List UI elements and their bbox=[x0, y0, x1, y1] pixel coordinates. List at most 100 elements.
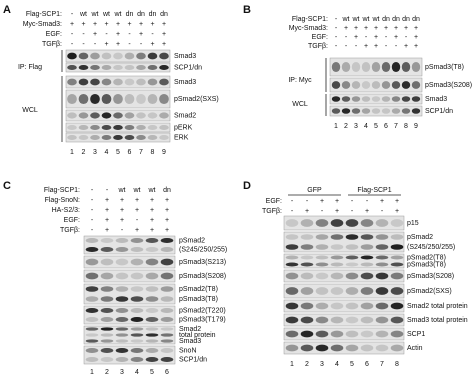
band bbox=[145, 258, 159, 266]
band bbox=[67, 93, 77, 105]
treatment-value: - bbox=[128, 31, 131, 38]
band bbox=[85, 258, 99, 266]
treatment-value: - bbox=[345, 43, 348, 50]
band-label: pSmad3(T8) bbox=[407, 261, 446, 268]
treatment-value: + bbox=[394, 34, 398, 41]
band-label: SCP1 bbox=[407, 331, 425, 338]
band-label: pSmad2(T220) bbox=[179, 307, 226, 314]
blot bbox=[83, 345, 176, 365]
treatment-value: + bbox=[105, 217, 109, 224]
band bbox=[124, 134, 135, 141]
band bbox=[67, 124, 77, 131]
blot bbox=[283, 231, 405, 253]
band bbox=[401, 108, 411, 114]
treatment-value: - bbox=[71, 11, 74, 18]
treatment-value: + bbox=[354, 34, 358, 41]
band bbox=[360, 234, 374, 240]
band-label: (S245/250/255) bbox=[179, 246, 227, 253]
treatment-value: + bbox=[162, 41, 166, 48]
blot bbox=[283, 341, 405, 355]
treatment-value: + bbox=[354, 25, 358, 32]
band bbox=[124, 93, 135, 105]
treatment-value: - bbox=[335, 16, 338, 23]
panel-letter: D bbox=[243, 180, 251, 192]
band bbox=[390, 330, 404, 338]
treatment-value: wt bbox=[91, 11, 99, 18]
band bbox=[130, 246, 144, 253]
band bbox=[375, 255, 389, 260]
band bbox=[331, 61, 341, 73]
band bbox=[67, 112, 77, 119]
band bbox=[101, 112, 112, 119]
band bbox=[124, 112, 135, 119]
band bbox=[115, 327, 129, 331]
band bbox=[113, 64, 123, 71]
treatment-value: - bbox=[345, 34, 348, 41]
treatment-value: - bbox=[105, 31, 108, 38]
band bbox=[315, 255, 329, 260]
band bbox=[360, 255, 374, 260]
band bbox=[130, 327, 144, 331]
treatment-value: - bbox=[151, 31, 154, 38]
band bbox=[330, 302, 344, 310]
band bbox=[401, 96, 411, 102]
band bbox=[136, 93, 146, 105]
band bbox=[360, 287, 374, 295]
band bbox=[90, 124, 100, 131]
lane-number: 4 bbox=[335, 361, 339, 368]
band bbox=[315, 316, 329, 324]
band bbox=[85, 316, 99, 323]
treatment-value: + bbox=[135, 207, 139, 214]
band bbox=[375, 244, 389, 250]
lane-number: 3 bbox=[320, 361, 324, 368]
band bbox=[390, 244, 404, 250]
band bbox=[101, 78, 112, 86]
band bbox=[345, 316, 359, 324]
band bbox=[285, 316, 299, 324]
band bbox=[115, 286, 129, 292]
band bbox=[130, 339, 144, 343]
band bbox=[345, 234, 359, 240]
treatment-value: - bbox=[91, 227, 94, 234]
panel-letter: C bbox=[3, 180, 11, 192]
lane-number: 3 bbox=[354, 123, 358, 130]
band-label: pSmad2(SXS) bbox=[174, 96, 219, 103]
treatment-value: - bbox=[91, 217, 94, 224]
band-label: pSmad2(T8) bbox=[179, 286, 218, 293]
band-label: Smad2 bbox=[174, 112, 196, 119]
band bbox=[361, 108, 371, 114]
band bbox=[391, 81, 401, 89]
treatment-value: + bbox=[165, 217, 169, 224]
treatment-value: + bbox=[364, 43, 368, 50]
band bbox=[331, 96, 341, 102]
band bbox=[130, 286, 144, 292]
band bbox=[115, 237, 129, 244]
blot bbox=[83, 283, 176, 305]
treatment-value: dn bbox=[160, 11, 168, 18]
band bbox=[360, 272, 374, 280]
treatment-value: + bbox=[116, 41, 120, 48]
treatment-value: + bbox=[364, 25, 368, 32]
band bbox=[100, 246, 114, 253]
treatment-value: + bbox=[365, 208, 369, 215]
treatment-value: + bbox=[150, 227, 154, 234]
band-label: Smad3 total protein bbox=[407, 317, 468, 324]
band bbox=[85, 327, 99, 331]
band bbox=[90, 64, 100, 71]
band bbox=[130, 296, 144, 302]
band bbox=[145, 296, 159, 302]
band bbox=[285, 272, 299, 280]
treatment-label: TGFβ: bbox=[308, 43, 328, 50]
band bbox=[115, 339, 129, 343]
band bbox=[330, 234, 344, 240]
band-label: Smad3 bbox=[174, 79, 196, 86]
treatment-value: - bbox=[291, 198, 294, 205]
band-label: pSmad2 bbox=[179, 237, 205, 244]
treatment-value: + bbox=[374, 34, 378, 41]
treatment-label: TGFβ: bbox=[262, 208, 282, 215]
band bbox=[315, 219, 329, 227]
band bbox=[78, 78, 89, 86]
band bbox=[115, 307, 129, 314]
band-label: Actin bbox=[407, 345, 423, 352]
band bbox=[345, 262, 359, 267]
